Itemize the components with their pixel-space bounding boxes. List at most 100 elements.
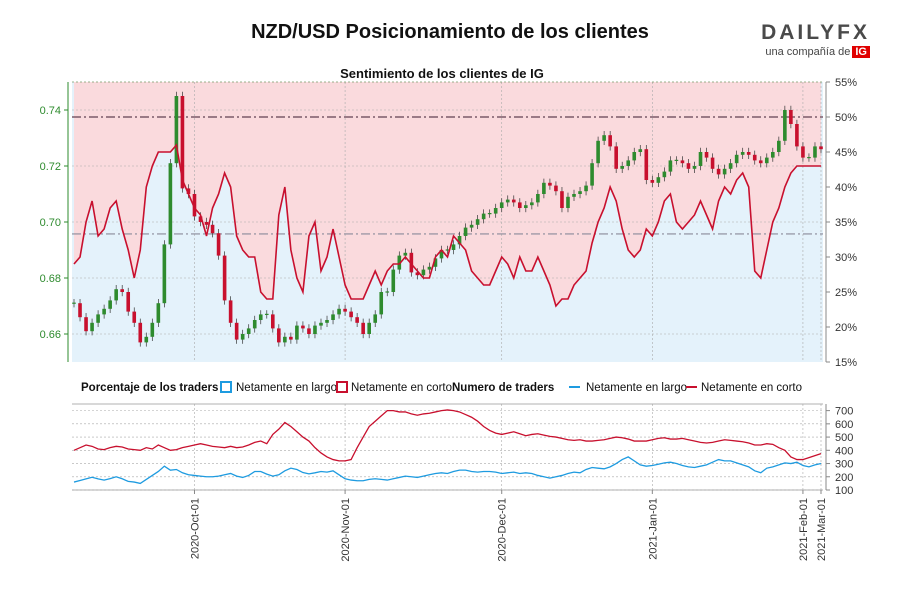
candle-body [180,96,185,189]
legend-pct-short-swatch [336,381,348,393]
candle-body [210,224,215,234]
legend-num-title: Numero de traders [452,382,554,394]
candle-body [608,135,612,147]
candle-body [481,213,486,220]
candle-body [319,322,323,326]
logo-sub-text: una compañía de [765,46,851,58]
candle-body [108,300,112,309]
candle-body [144,336,149,343]
date-tick-label: 2021-Feb-01 [798,498,810,561]
candle-body [216,233,221,256]
candle-body [680,160,685,164]
candle-body [264,313,269,315]
candle-body [240,334,245,340]
candle-body [451,244,456,250]
candle-body [373,314,378,323]
count-tick-label: 700 [835,406,853,418]
candle-body [807,157,811,159]
candle-body [126,292,131,312]
candle-body [758,160,763,164]
candle-body [385,291,390,293]
candle-body [313,325,317,334]
candle-body [511,199,516,203]
candle-body [96,314,100,323]
chart-subtitle: Sentimiento de los clientes de IG [340,66,544,81]
candle-body [692,166,697,169]
price-tick-label: 0.70 [40,217,61,229]
candle-body [246,328,251,334]
candle-body [789,110,793,124]
candle-body [457,236,462,245]
candle-body [620,166,625,169]
candle-body [475,219,480,225]
candle-body [349,311,353,318]
candle-body [704,152,709,158]
candle-body [427,266,432,270]
candle-body [499,202,504,208]
legend-pct-short: Netamente en corto [351,382,452,394]
candle-body [289,336,293,340]
trader-count-lines [73,409,822,485]
candle-body [536,194,540,203]
candle-body [343,308,347,312]
candle-body [120,289,125,292]
price-tick-label: 0.74 [40,105,61,117]
lower-axes [72,403,827,491]
date-tick-label: 2020-Dec-01 [497,498,509,562]
candle-body [270,314,275,329]
candle-body [524,205,528,208]
candle-body [295,325,299,340]
candle-body [801,146,805,158]
candle-body [746,152,751,155]
candle-body [433,258,438,267]
candle-body [686,163,691,169]
legend-pct-long-swatch [220,381,232,393]
legend-pct-title: Porcentaje de los traders [81,382,218,394]
candle-body [584,185,588,192]
ig-badge: IG [852,46,870,58]
candle-body [734,154,739,164]
candle-body [198,216,203,222]
count-tick-label: 400 [835,445,853,457]
candle-body [222,255,227,301]
logo-wordmark: DAILYFX [761,21,870,44]
candle-body [566,196,570,208]
percent-tick-label: 20% [835,322,857,334]
candle-body [277,328,281,343]
legend: Porcentaje de los traders Netamente en l… [81,381,802,394]
candle-body [505,199,510,203]
candle-body [752,154,757,161]
candle-body [162,244,167,304]
candle-body [668,160,673,172]
candle-body [361,322,365,334]
long-count-line [73,456,822,485]
candle-body [819,146,823,150]
legend-num-long: Netamente en largo [586,382,687,394]
candle-body [391,269,396,292]
candle-body [740,152,745,155]
candle-body [632,152,637,161]
count-tick-label: 200 [835,472,853,484]
candle-body [656,177,661,183]
candle-body [542,182,546,194]
short-pct-path [73,143,821,308]
candle-body [150,322,155,337]
candle-body [698,152,703,166]
percent-tick-label: 50% [835,112,857,124]
date-tick-label: 2021-Mar-01 [816,498,828,561]
candle-body [530,202,534,206]
candle-body [578,191,582,194]
candle-body [596,140,600,164]
percent-tick-label: 55% [835,77,857,89]
candle-body [138,322,143,343]
candle-body [337,308,341,315]
candle-body [72,302,76,304]
candle-body [626,160,631,166]
candle-body [228,300,233,323]
candle-body [572,194,576,197]
short-count-line [73,409,822,462]
candle-body [367,322,371,334]
candle-body [614,146,618,169]
candle-body [517,202,522,208]
candle-body [770,152,775,158]
